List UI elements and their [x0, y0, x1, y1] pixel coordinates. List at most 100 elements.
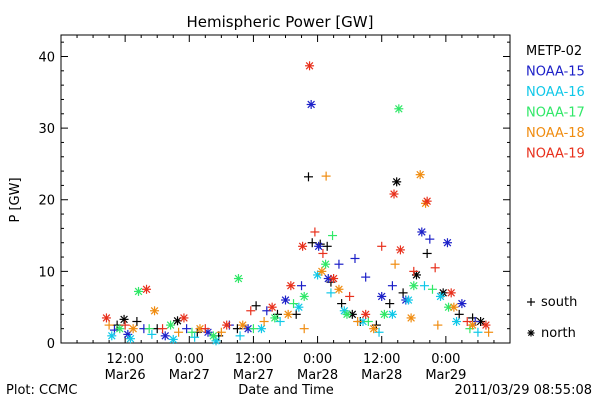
data-point	[150, 306, 160, 316]
data-point	[353, 317, 363, 327]
x-tick-label-date: Mar26	[105, 368, 146, 383]
data-point	[395, 245, 405, 255]
data-point	[289, 299, 299, 309]
data-point	[422, 248, 432, 258]
data-point	[389, 189, 399, 199]
data-point	[390, 259, 400, 269]
data-point	[473, 327, 483, 337]
data-point	[299, 291, 309, 301]
data-point	[216, 327, 226, 337]
legend-entry: METP-02	[526, 44, 582, 59]
data-point	[425, 234, 435, 244]
data-point	[200, 324, 210, 334]
data-point	[363, 317, 373, 327]
x-tick-label-date: Mar28	[297, 368, 338, 383]
data-point	[120, 320, 130, 330]
data-point	[303, 172, 313, 182]
data-point	[299, 324, 309, 334]
data-point	[379, 309, 389, 319]
data-point	[462, 317, 472, 327]
data-point	[132, 317, 142, 327]
data-point	[248, 324, 258, 334]
data-point	[374, 327, 384, 337]
data-point	[329, 274, 339, 284]
y-tick-label: 0	[47, 337, 55, 352]
data-point	[166, 320, 176, 330]
data-point	[190, 332, 200, 342]
x-tick-label-date: Mar27	[233, 368, 274, 383]
data-point	[369, 324, 379, 334]
data-point	[281, 295, 290, 305]
data-point	[307, 238, 317, 248]
data-point	[361, 309, 371, 319]
data-point	[436, 291, 446, 301]
data-point	[283, 309, 293, 319]
data-point	[452, 317, 462, 327]
data-point	[168, 334, 178, 344]
data-point	[142, 284, 152, 294]
plot-credit: Plot: CCMC	[6, 383, 77, 398]
data-point	[294, 302, 304, 312]
legend-entry: NOAA-16	[526, 85, 585, 100]
x-tick-label-date: Mar29	[425, 368, 466, 383]
data-point	[104, 320, 114, 330]
plus-marker-icon	[527, 298, 535, 306]
data-point	[147, 329, 157, 339]
data-point	[128, 324, 138, 334]
data-point	[174, 327, 184, 337]
data-point	[468, 320, 478, 330]
data-point	[387, 309, 397, 319]
x-tick-label-date: Mar28	[361, 368, 402, 383]
y-tick-label: 20	[38, 194, 55, 209]
data-point	[454, 309, 464, 319]
data-point	[158, 324, 168, 334]
y-tick-label: 30	[38, 122, 55, 137]
data-point	[398, 288, 408, 298]
chart-title: Hemispheric Power [GW]	[187, 13, 374, 31]
legend-entry: NOAA-18	[526, 126, 585, 141]
data-point	[222, 320, 232, 330]
data-point	[160, 331, 170, 341]
y-tick-label: 40	[38, 50, 55, 65]
data-point	[107, 331, 117, 341]
data-point	[361, 272, 371, 282]
marker-legend-label: south	[541, 295, 577, 310]
x-tick-label-time: 12:00	[235, 352, 272, 367]
x-axis-label: Date and Time	[238, 383, 334, 398]
data-point	[328, 231, 338, 241]
data-point	[246, 306, 256, 316]
legend-entry: NOAA-17	[526, 106, 585, 121]
data-point	[484, 327, 494, 337]
data-point	[270, 313, 280, 323]
data-point	[115, 324, 125, 334]
data-point	[417, 227, 427, 237]
data-point	[433, 320, 443, 330]
data-point	[125, 334, 135, 344]
data-point	[442, 238, 452, 248]
data-point	[334, 284, 344, 294]
star-marker-icon	[527, 329, 535, 337]
data-point	[427, 284, 437, 294]
data-point	[457, 299, 467, 309]
data-point	[232, 324, 242, 334]
data-point	[297, 281, 307, 291]
data-point	[449, 302, 459, 312]
marker-legend-label: north	[541, 326, 576, 341]
x-tick-label-time: 0:00	[303, 352, 332, 367]
data-point	[430, 263, 440, 273]
data-point	[409, 281, 419, 291]
data-point	[481, 320, 491, 330]
timestamp: 2011/03/29 08:55:08	[455, 383, 592, 398]
data-point	[101, 313, 111, 323]
data-point	[310, 227, 320, 237]
x-tick-label-time: 12:00	[363, 352, 400, 367]
data-point	[317, 266, 327, 276]
data-point	[235, 331, 245, 341]
data-point	[415, 170, 425, 180]
x-tick-label-time: 0:00	[431, 352, 460, 367]
legend-entry: NOAA-19	[526, 147, 585, 162]
legend-entry: NOAA-15	[526, 65, 585, 80]
data-point	[345, 291, 355, 301]
data-point	[337, 299, 347, 309]
